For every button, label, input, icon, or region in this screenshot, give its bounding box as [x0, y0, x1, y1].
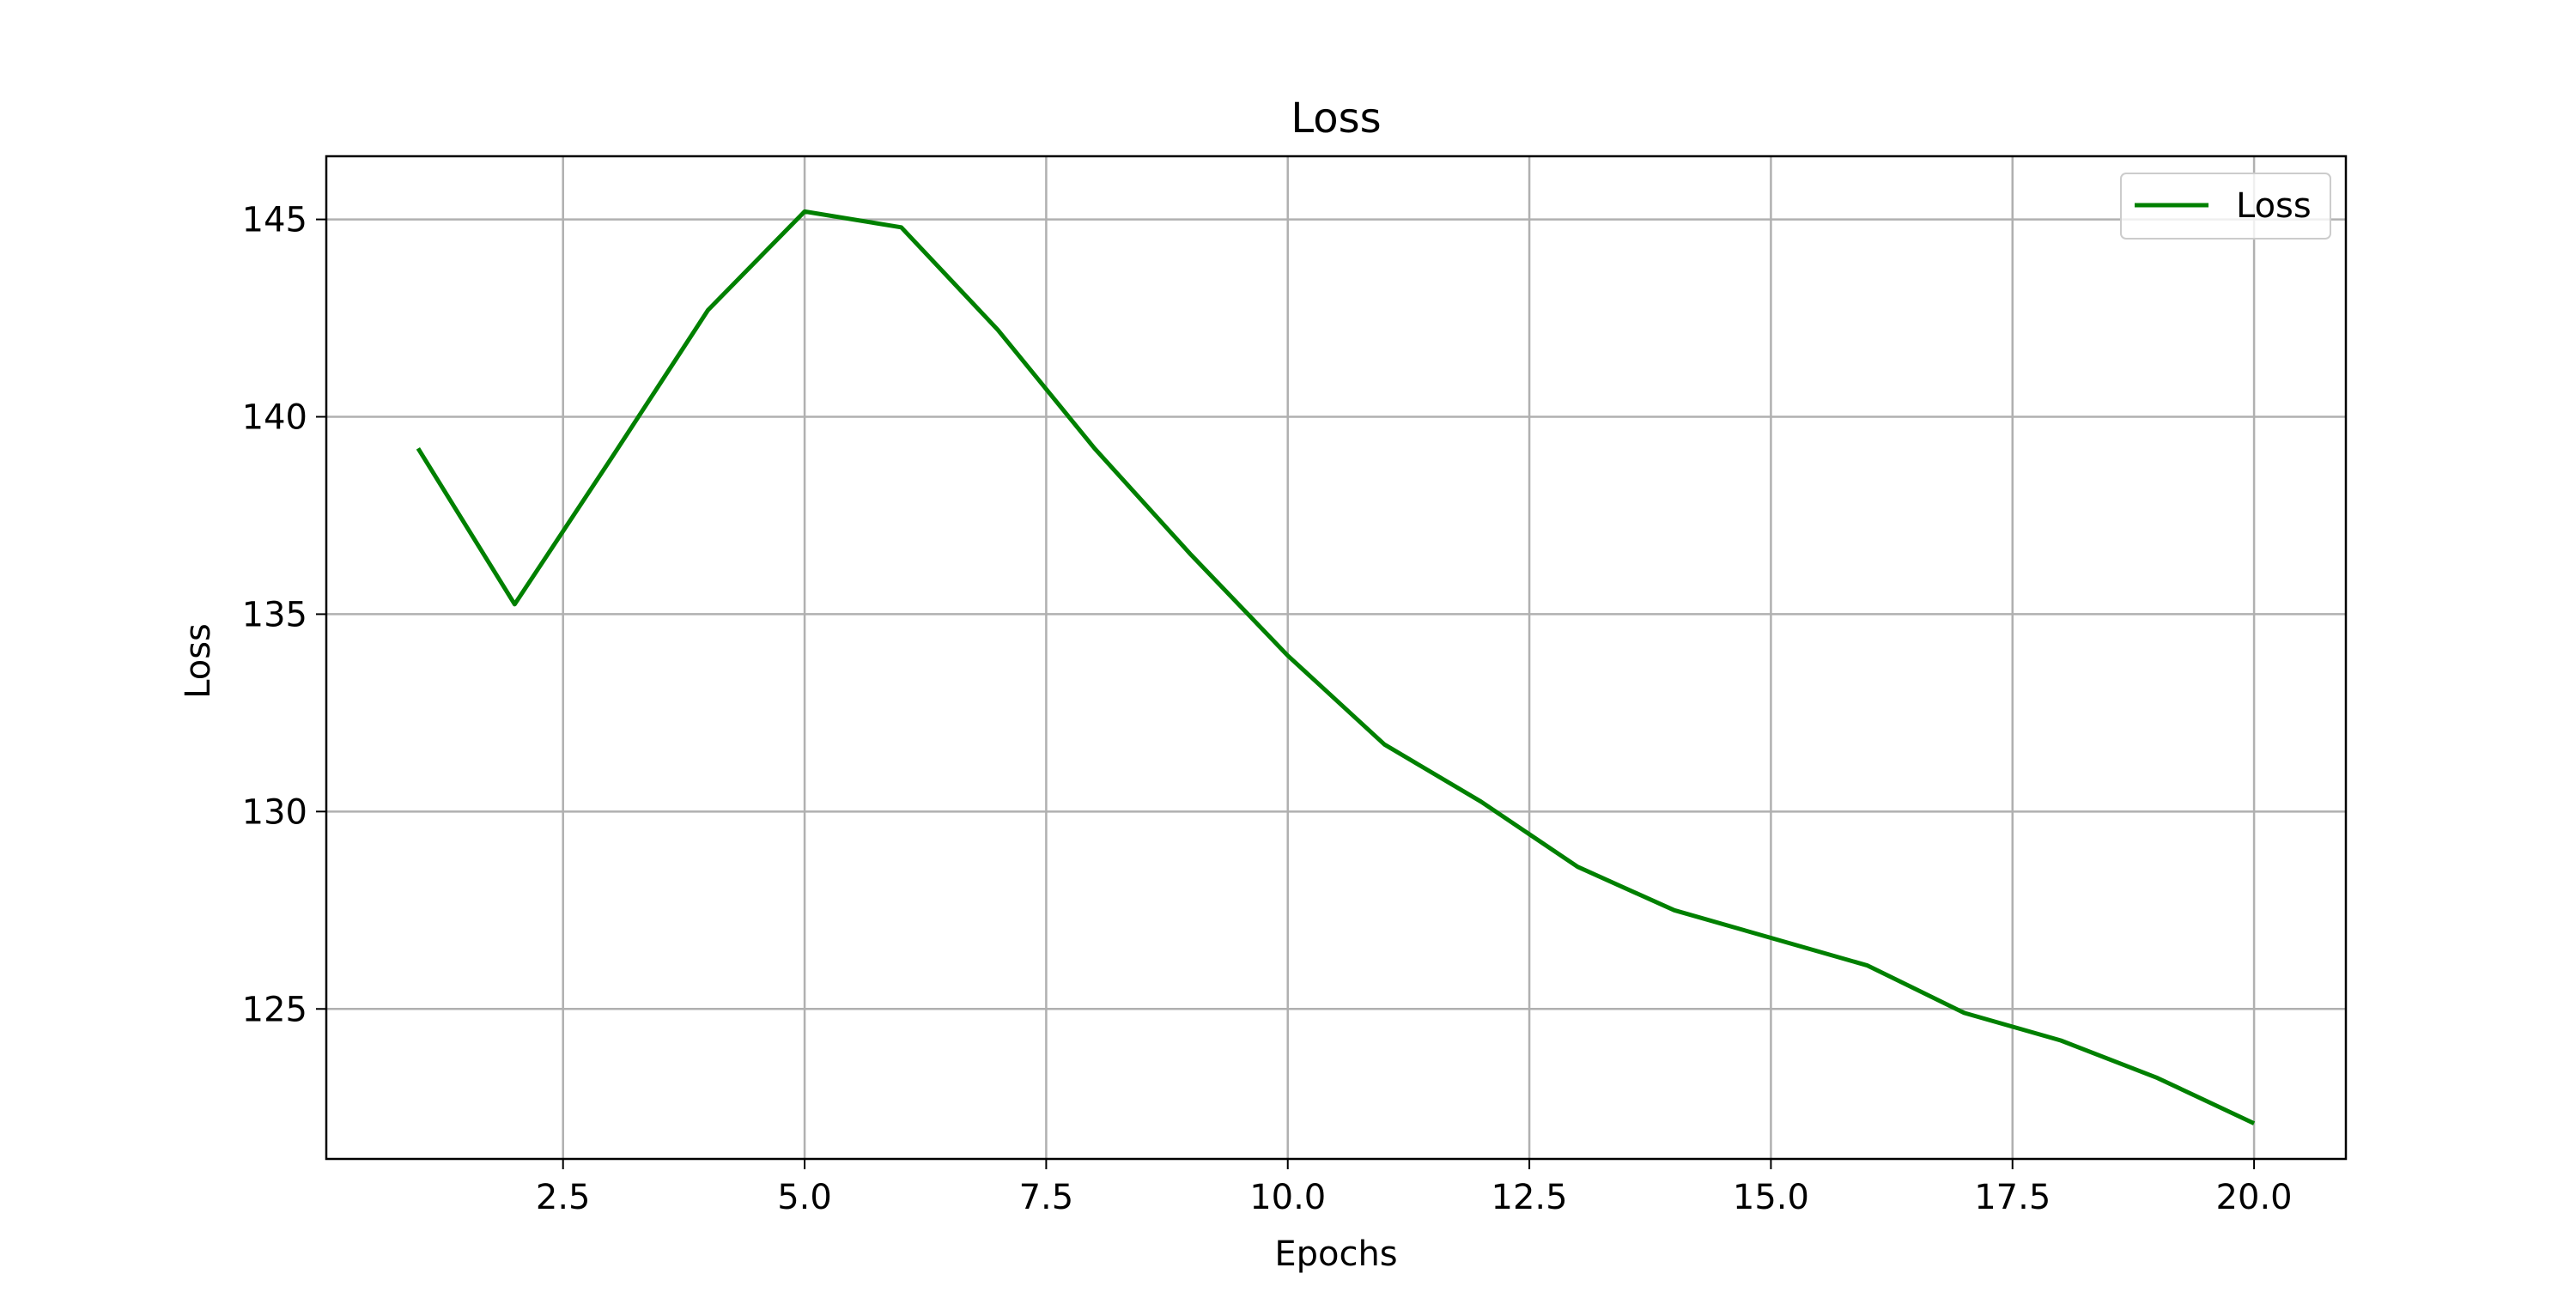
x-tick-label: 12.5: [1492, 1178, 1568, 1217]
x-tick-label: 17.5: [1974, 1178, 2050, 1217]
y-tick-label: 125: [242, 990, 307, 1029]
y-tick-label: 145: [242, 201, 307, 240]
legend-label: Loss: [2236, 186, 2312, 226]
legend: Loss: [2121, 173, 2330, 239]
chart-title: Loss: [1291, 94, 1381, 143]
y-tick-label: 140: [242, 397, 307, 437]
y-axis-label: Loss: [179, 623, 218, 699]
y-tick-label: 130: [242, 792, 307, 832]
x-axis-label: Epochs: [1274, 1234, 1397, 1274]
x-tick-label: 2.5: [536, 1178, 591, 1217]
x-tick-label: 5.0: [777, 1178, 832, 1217]
y-tick-label: 135: [242, 595, 307, 634]
x-tick-label: 7.5: [1019, 1178, 1074, 1217]
x-tick-label: 10.0: [1249, 1178, 1326, 1217]
x-tick-label: 15.0: [1733, 1178, 1809, 1217]
x-tick-label: 20.0: [2216, 1178, 2293, 1217]
